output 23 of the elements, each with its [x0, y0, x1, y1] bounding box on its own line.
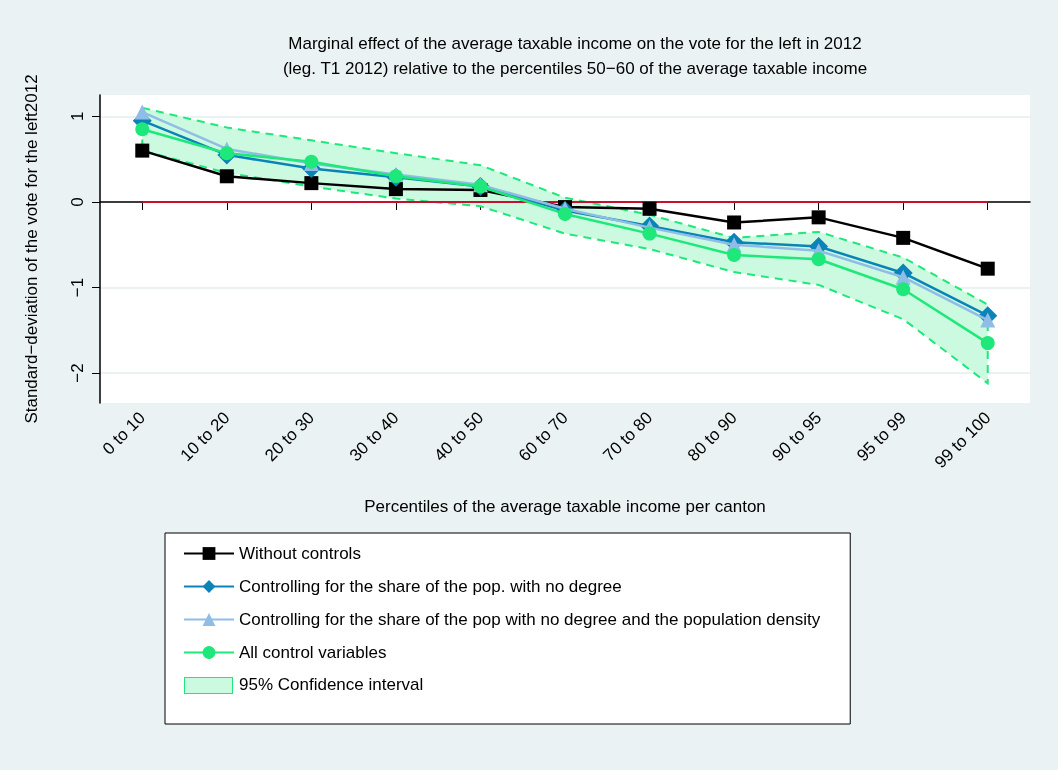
x-tick-label: 20 to 30: [261, 408, 319, 466]
x-tick-label: 40 to 50: [430, 408, 488, 466]
x-tick-label: 60 to 70: [514, 408, 572, 466]
y-tick-label: −1: [68, 277, 87, 298]
legend-label: Without controls: [239, 544, 361, 563]
x-tick-label: 99 to 100: [930, 408, 995, 472]
y-tick-label: 0: [68, 197, 87, 207]
chart-title: Marginal effect of the average taxable income on the vote for the left in 2012 (leg. T1 2012) relative to the percentiles 50−60 of the average taxable income: [282, 34, 868, 78]
y-tick-label: −2: [68, 363, 87, 383]
x-tick-label: 0 to 10: [98, 408, 149, 459]
legend-label: All control variables: [239, 643, 387, 662]
text: 95% Confidence interval: [239, 675, 424, 695]
x-tick-label: 80 to 90: [683, 408, 741, 466]
x-tick-label: 95 to 99: [853, 408, 910, 466]
x-axis-title: Percentiles of the average taxable income per canton: [364, 497, 766, 516]
legend-label: Controlling for the share of the pop. with no degree: [239, 577, 622, 596]
x-tick-label: 90 to 95: [768, 408, 826, 466]
x-tick-label: 70 to 80: [599, 408, 657, 466]
legend-label: Controlling for the share of the pop with no degree and the population density: [239, 610, 821, 629]
y-axis-title: Standard−deviation of the vote for the left2012: [22, 74, 41, 424]
x-tick-label: 30 to 40: [345, 408, 403, 466]
x-tick-label: 10 to 20: [176, 408, 234, 466]
y-tick-label: 1: [68, 111, 87, 122]
